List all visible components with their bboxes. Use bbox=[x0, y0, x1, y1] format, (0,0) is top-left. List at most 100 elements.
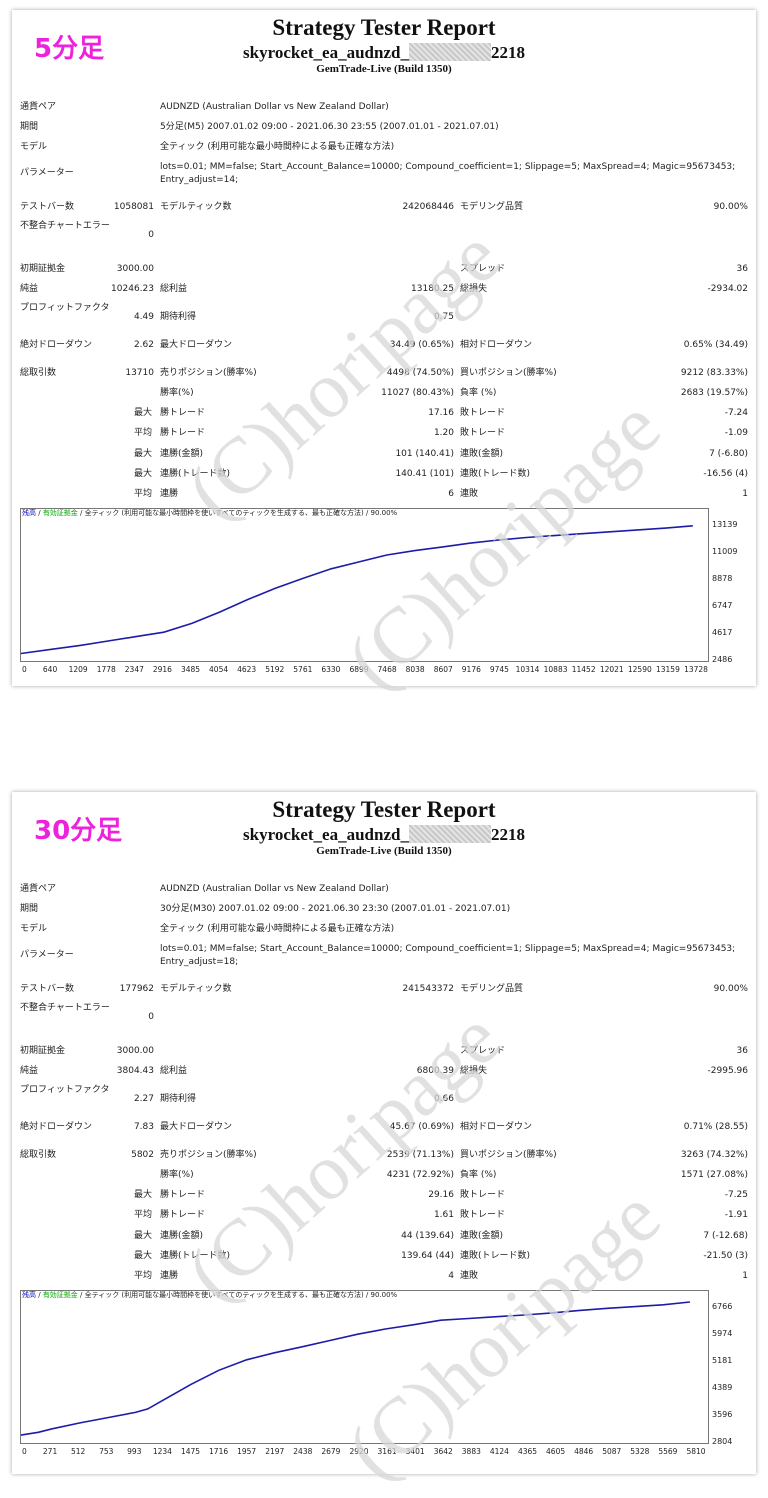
x-tick-label: 8607 bbox=[434, 665, 453, 674]
legend-quality: 90.00% bbox=[370, 509, 398, 517]
x-tick-label: 2438 bbox=[293, 1447, 312, 1456]
value-row-loss: 1 bbox=[742, 489, 748, 499]
x-tick-label: 12021 bbox=[600, 665, 624, 674]
value-long: 3263 (74.32%) bbox=[680, 1150, 748, 1160]
label-symbol: 通貨ペア bbox=[20, 102, 57, 112]
label-gross-profit: 総利益 bbox=[160, 1066, 188, 1076]
label-row-kind: 最大 bbox=[134, 1190, 153, 1200]
value-model: 全ティック (利用可能な最小時間枠による最も正確な方法) bbox=[160, 924, 395, 934]
y-tick-label: 2804 bbox=[712, 1437, 732, 1446]
y-tick-label: 4389 bbox=[712, 1383, 732, 1392]
label-short: 売りポジション(勝率%) bbox=[160, 1150, 257, 1160]
value-row-win: 140.41 (101) bbox=[395, 469, 454, 479]
value-short: 4498 (74.50%) bbox=[386, 368, 454, 378]
label-row-kind: 最大 bbox=[134, 408, 153, 418]
x-tick-label: 3401 bbox=[406, 1447, 425, 1456]
label-row-win: 連勝(トレード数) bbox=[160, 1251, 231, 1261]
label-abs-dd: 絶対ドローダウン bbox=[20, 340, 93, 350]
label-row-win: 勝トレード bbox=[160, 1190, 206, 1200]
label-row-win: 勝トレード bbox=[160, 1210, 206, 1220]
label-row-loss: 連敗(トレード数) bbox=[460, 469, 531, 479]
y-tick-label: 6766 bbox=[712, 1302, 732, 1311]
value-row-win: 29.16 bbox=[428, 1190, 454, 1200]
label-params: パラメーター bbox=[20, 168, 74, 178]
value-period: 5分足(M5) 2007.01.02 09:00 - 2021.06.30 23… bbox=[160, 122, 499, 132]
label-row-kind: 最大 bbox=[134, 1231, 153, 1241]
label-deposit: 初期証拠金 bbox=[20, 264, 66, 274]
report-title: Strategy Tester Report bbox=[272, 797, 496, 822]
value-row-win: 1.20 bbox=[433, 428, 454, 438]
value-row-win: 1.61 bbox=[433, 1210, 454, 1220]
ea-name-suffix: 2218 bbox=[490, 43, 525, 62]
chart-legend: 残高 / 有効証拠金 / 全ティック (利用可能な最小時間枠を使いすべてのティッ… bbox=[22, 509, 398, 517]
label-deposit: 初期証拠金 bbox=[20, 1046, 66, 1056]
timeframe-label: 30分足 bbox=[34, 816, 123, 846]
x-tick-label: 13159 bbox=[656, 665, 680, 674]
label-row-loss: 連敗 bbox=[460, 489, 479, 499]
timeframe-label: 5分足 bbox=[34, 34, 105, 64]
label-pf: プロフィットファクタ bbox=[20, 303, 110, 313]
equity-chart-svg: 13139 11009 8878 6747 4617 2486 0 640 1209 1778 23… bbox=[20, 508, 737, 674]
label-win-rate: 勝率(%) bbox=[160, 388, 194, 398]
x-tick-label: 1209 bbox=[69, 665, 88, 674]
label-total: 総取引数 bbox=[20, 368, 57, 378]
label-rel-dd: 相対ドローダウン bbox=[460, 340, 533, 350]
y-tick-label: 4617 bbox=[712, 628, 732, 637]
x-tick-label: 3485 bbox=[181, 665, 200, 674]
label-expected: 期待利得 bbox=[160, 312, 197, 322]
value-quality: 90.00% bbox=[713, 984, 748, 994]
value-spread: 36 bbox=[736, 1046, 748, 1056]
value-errors: 0 bbox=[148, 1012, 154, 1022]
label-quality: モデリング品質 bbox=[460, 202, 524, 212]
x-tick-label: 993 bbox=[127, 1447, 142, 1456]
label-gross-loss: 総損失 bbox=[460, 284, 488, 294]
label-row-kind: 最大 bbox=[134, 469, 153, 479]
balance-line bbox=[20, 525, 693, 655]
redacted-block bbox=[408, 825, 491, 843]
report-panel: 5分足 Strategy Tester Report skyrocket_ea_au… bbox=[12, 10, 756, 686]
x-tick-label: 753 bbox=[99, 1447, 114, 1456]
x-tick-label: 13728 bbox=[684, 665, 708, 674]
value-pf: 2.27 bbox=[133, 1094, 154, 1104]
value-net: 3804.43 bbox=[116, 1066, 154, 1076]
x-tick-label: 1475 bbox=[181, 1447, 200, 1456]
label-errors: 不整合チャートエラー bbox=[20, 221, 110, 231]
value-row-win: 139.64 (44) bbox=[401, 1251, 454, 1261]
x-tick-label: 2197 bbox=[265, 1447, 284, 1456]
report-panel: 30分足 Strategy Tester Report skyrocket_ea_a… bbox=[12, 792, 756, 1474]
value-rel-dd: 0.65% (34.49) bbox=[683, 340, 748, 350]
label-symbol: 通貨ペア bbox=[20, 884, 57, 894]
value-params-2: Entry_adjust=18; bbox=[160, 957, 239, 967]
legend-equity: 有効証拠金 bbox=[42, 1291, 78, 1299]
y-tick-label: 3596 bbox=[712, 1410, 732, 1419]
equity-chart: 6766 5974 5181 4389 3596 2804 0 271 512 753 993 123… bbox=[20, 1290, 748, 1460]
x-tick-label: 7468 bbox=[378, 665, 397, 674]
x-tick-label: 5328 bbox=[630, 1447, 649, 1456]
label-row-loss: 連敗(金額) bbox=[460, 1231, 504, 1241]
x-tick-label: 2920 bbox=[349, 1447, 368, 1456]
x-tick-label: 6330 bbox=[321, 665, 340, 674]
balance-line bbox=[20, 1301, 690, 1436]
value-loss-rate: 1571 (27.08%) bbox=[680, 1170, 748, 1180]
label-short: 売りポジション(勝率%) bbox=[160, 368, 257, 378]
value-ticks: 241543372 bbox=[402, 984, 454, 994]
equity-chart-svg: 6766 5974 5181 4389 3596 2804 0 271 512 753 993 123… bbox=[20, 1290, 732, 1456]
server-name: GemTrade-Live (Build 1350) bbox=[316, 845, 452, 857]
x-tick-label: 5087 bbox=[602, 1447, 621, 1456]
value-period: 30分足(M30) 2007.01.02 09:00 - 2021.06.30 … bbox=[160, 904, 511, 914]
label-abs-dd: 絶対ドローダウン bbox=[20, 1122, 93, 1132]
value-params-2: Entry_adjust=14; bbox=[160, 175, 239, 185]
value-row-win: 44 (139.64) bbox=[401, 1231, 454, 1241]
label-row-loss: 敗トレード bbox=[460, 1210, 506, 1220]
x-tick-label: 8038 bbox=[406, 665, 425, 674]
x-tick-label: 512 bbox=[71, 1447, 86, 1456]
label-row-loss: 連敗(トレード数) bbox=[460, 1251, 531, 1261]
label-row-loss: 連敗 bbox=[460, 1271, 479, 1281]
value-deposit: 3000.00 bbox=[116, 264, 154, 274]
label-max-dd: 最大ドローダウン bbox=[160, 340, 233, 350]
label-errors: 不整合チャートエラー bbox=[20, 1003, 110, 1013]
value-bars: 1058081 bbox=[113, 202, 154, 212]
label-rel-dd: 相対ドローダウン bbox=[460, 1122, 533, 1132]
label-row-win: 連勝 bbox=[160, 489, 179, 499]
value-abs-dd: 2.62 bbox=[133, 340, 154, 350]
